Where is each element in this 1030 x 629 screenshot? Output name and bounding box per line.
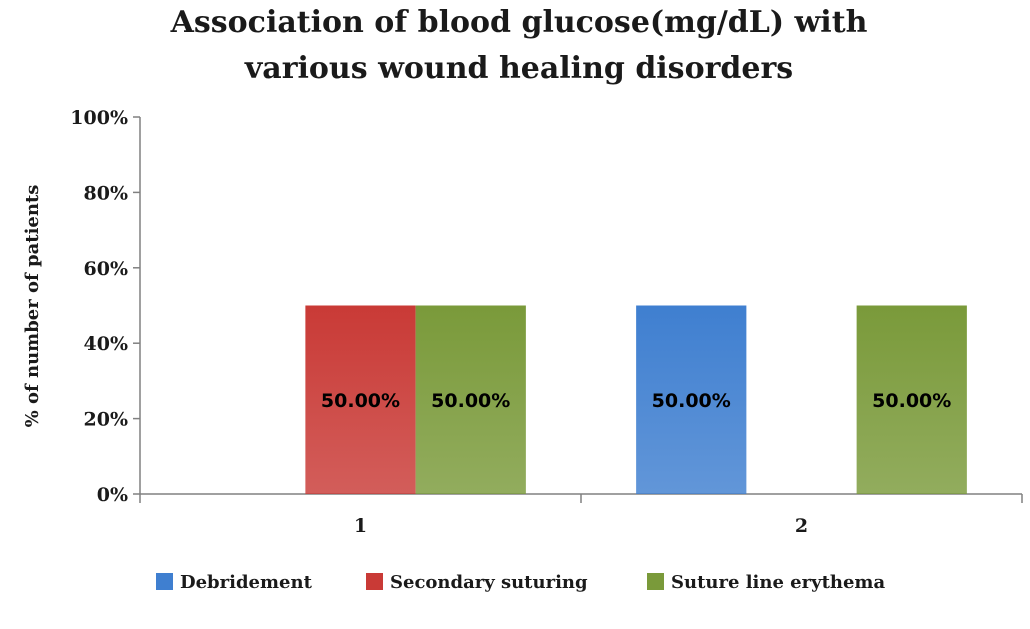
- legend: Debridement Secondary suturing Suture line…: [156, 572, 885, 593]
- axes: 0% 20% 40% 60% 80% 100% 1 2: [70, 107, 1023, 537]
- y-tick-label: 20%: [84, 409, 129, 431]
- y-tick-label: 60%: [84, 258, 129, 280]
- data-label: 50.00%: [652, 390, 731, 412]
- legend-swatch: [156, 573, 173, 590]
- y-axis-label: % of number of patients: [22, 185, 43, 428]
- legend-swatch: [366, 573, 383, 590]
- legend-label: Suture line erythema: [671, 572, 885, 593]
- x-tick-label: 2: [795, 515, 808, 537]
- y-tick-label: 80%: [84, 182, 129, 204]
- legend-label: Debridement: [180, 572, 313, 593]
- x-tick-label: 1: [354, 515, 367, 537]
- y-tick-label: 40%: [84, 333, 129, 355]
- chart-title: Association of blood glucose(mg/dL) with…: [170, 5, 868, 86]
- data-label: 50.00%: [431, 390, 510, 412]
- legend-swatch: [647, 573, 664, 590]
- bars: [305, 305, 967, 494]
- bar: [305, 305, 416, 494]
- bar: [636, 305, 747, 494]
- bar: [856, 305, 967, 494]
- y-tick-label: 100%: [70, 107, 128, 129]
- chart-title-line-2: various wound healing disorders: [244, 51, 793, 86]
- data-label: 50.00%: [872, 390, 951, 412]
- legend-label: Secondary suturing: [390, 572, 588, 593]
- y-tick-label: 0%: [97, 484, 128, 506]
- data-labels: 50.00% 50.00% 50.00% 50.00%: [321, 390, 951, 412]
- bar: [415, 305, 526, 494]
- data-label: 50.00%: [321, 390, 400, 412]
- chart-title-line-1: Association of blood glucose(mg/dL) with: [170, 5, 868, 40]
